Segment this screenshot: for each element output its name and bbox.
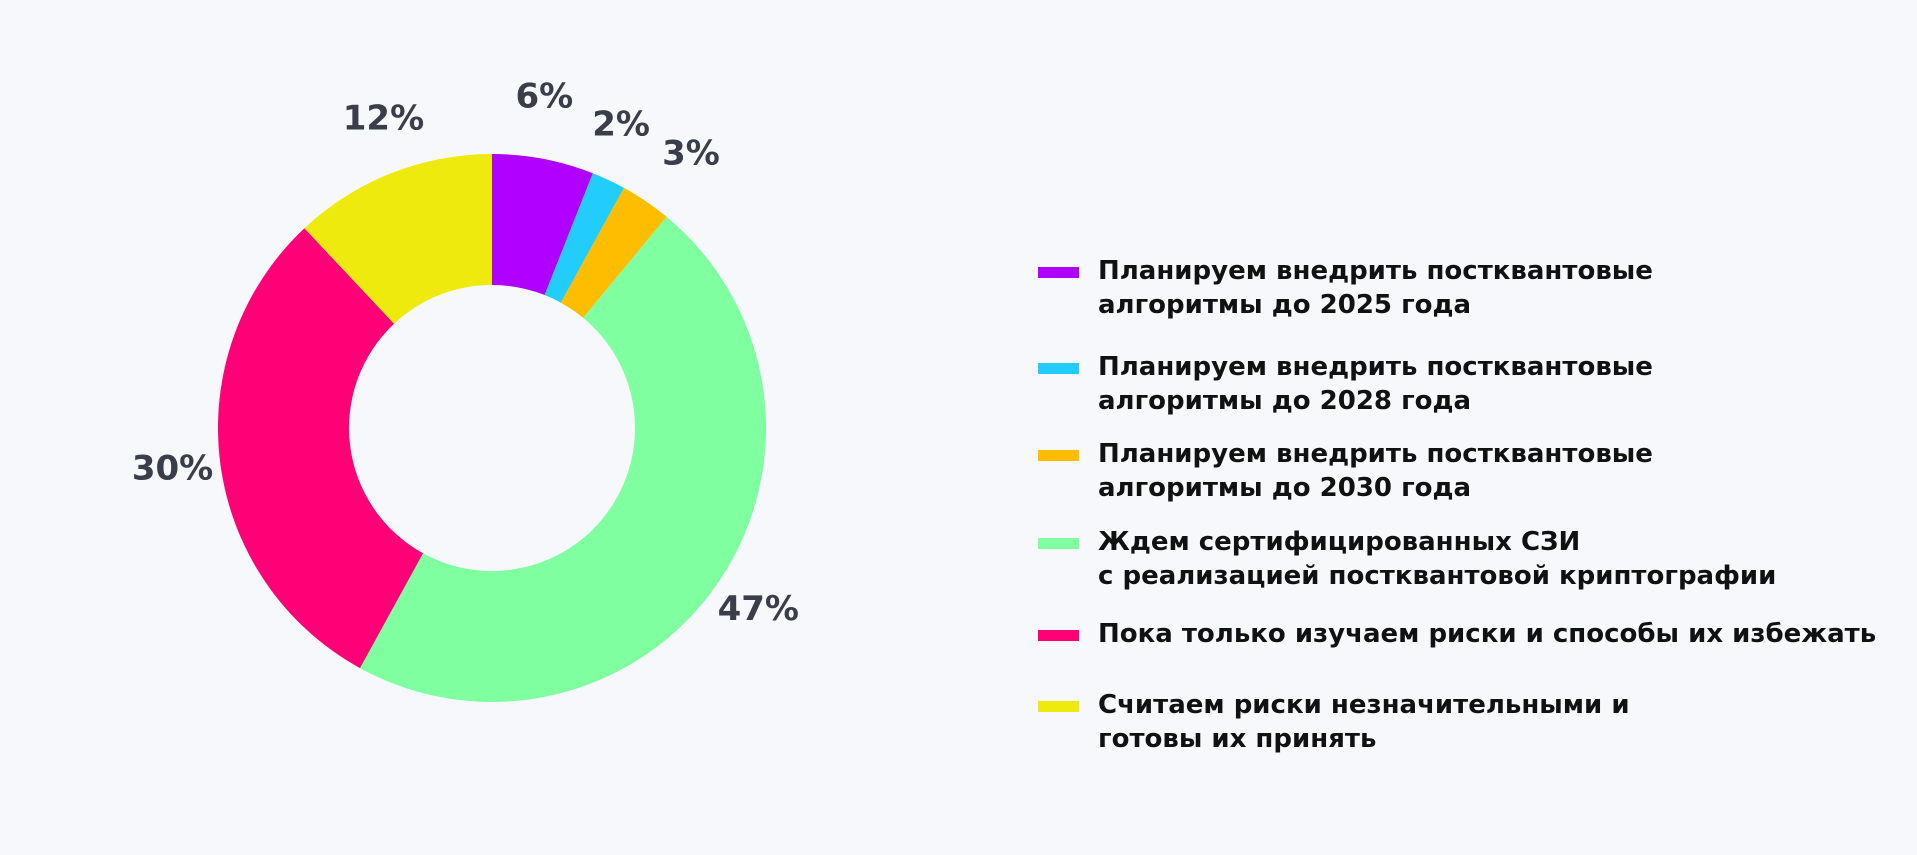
legend-swatch-0 (1038, 267, 1079, 278)
slice-value-label-5: 12% (343, 99, 424, 139)
donut-slice-3 (359, 216, 767, 702)
legend-item-0: Планируем внедрить постквантовые алгорит… (1038, 254, 1898, 322)
chart-value-labels: 6% 2% 3% 47% 30% 12% (132, 77, 799, 629)
legend-swatch-4 (1038, 630, 1079, 641)
legend-swatch-1 (1038, 363, 1079, 374)
slice-value-label-4: 30% (132, 448, 213, 488)
slice-value-label-1: 2% (592, 105, 650, 145)
legend-label-4: Пока только изучаем риски и способы их и… (1098, 619, 1877, 649)
donut-slice-4 (217, 228, 424, 669)
legend-label-2: Планируем внедрить постквантовые алгорит… (1098, 439, 1653, 503)
donut-chart: 6% 2% 3% 47% 30% 12% (132, 77, 799, 702)
donut-slice-2 (560, 187, 667, 318)
legend-label-0: Планируем внедрить постквантовые алгорит… (1098, 256, 1653, 320)
legend-swatch-3 (1038, 538, 1079, 549)
legend-item-4: Пока только изучаем риски и способы их и… (1038, 617, 1898, 651)
legend-swatch-5 (1038, 701, 1079, 712)
donut-slice-0 (492, 154, 593, 296)
chart-legend: Планируем внедрить постквантовые алгорит… (1038, 0, 1908, 855)
legend-item-3: Ждем сертифицированных СЗИ с реализацией… (1038, 525, 1898, 593)
slice-value-label-0: 6% (515, 77, 573, 117)
legend-item-5: Считаем риски незначительными и готовы и… (1038, 688, 1898, 756)
legend-label-5: Считаем риски незначительными и готовы и… (1098, 690, 1630, 754)
donut-slice-5 (304, 154, 492, 324)
slice-value-label-3: 47% (718, 589, 799, 629)
donut-slice-1 (544, 173, 625, 303)
legend-item-2: Планируем внедрить постквантовые алгорит… (1038, 437, 1898, 505)
legend-label-1: Планируем внедрить постквантовые алгорит… (1098, 352, 1653, 416)
slice-value-label-2: 3% (662, 134, 720, 174)
legend-item-1: Планируем внедрить постквантовые алгорит… (1038, 350, 1898, 418)
legend-swatch-2 (1038, 450, 1079, 461)
legend-label-3: Ждем сертифицированных СЗИ с реализацией… (1098, 527, 1777, 591)
chart-slices (217, 154, 767, 702)
